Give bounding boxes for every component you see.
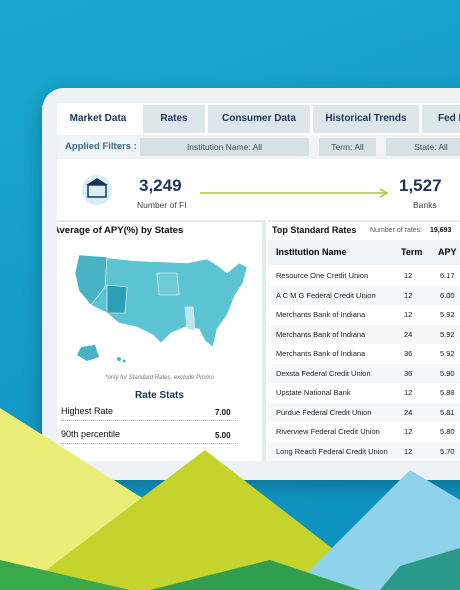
tab[interactable]: Historical Trends bbox=[313, 105, 419, 133]
table-cell: Upstate National Bank bbox=[276, 388, 351, 397]
stat-value: 3,249 bbox=[139, 176, 182, 195]
table-cell: 5.80 bbox=[440, 427, 455, 436]
table-cell: 6.17 bbox=[440, 271, 455, 280]
us-map bbox=[74, 254, 248, 363]
filter[interactable]: Term: All bbox=[319, 138, 376, 156]
table-cell: Merchants Bank of Indiana bbox=[276, 329, 366, 339]
table-title: Top Standard Rates bbox=[272, 225, 357, 235]
table-cell: 5.88 bbox=[440, 388, 455, 397]
stat-label: Highest Rate bbox=[61, 406, 114, 416]
table-row: Long Reach Federal Credit Union 12 5.70 bbox=[268, 441, 460, 461]
table-cell: 36 bbox=[404, 368, 413, 378]
table-cell: 12 bbox=[404, 271, 413, 280]
table-panel bbox=[268, 220, 460, 461]
dashboard: Market Data Rates Consumer Data Historic… bbox=[57, 103, 460, 461]
tab[interactable]: Market Data bbox=[57, 105, 139, 133]
table-cell: A C M G Federal Credit Union bbox=[276, 290, 376, 300]
table-header: Institution Name Term APY bbox=[268, 240, 460, 265]
filter-label: Applied Filters : bbox=[65, 141, 137, 152]
table-cell: 36 bbox=[404, 349, 413, 358]
divider bbox=[61, 443, 236, 444]
map-panel bbox=[57, 220, 266, 461]
table-cell: 5.70 bbox=[440, 446, 455, 456]
tab[interactable]: Rates bbox=[143, 105, 205, 133]
stat-label: Banks bbox=[413, 200, 437, 210]
table-cell: 24 bbox=[404, 407, 413, 417]
table-cell: 5.81 bbox=[440, 407, 455, 417]
table-cell: 5.90 bbox=[440, 368, 455, 378]
table-cell: Merchants Bank of Indiana bbox=[276, 310, 366, 319]
stats-title: Rate Stats bbox=[135, 390, 184, 401]
column-header[interactable]: APY bbox=[438, 247, 457, 257]
count-value: 19,693 bbox=[430, 227, 452, 234]
table-cell: Dexsta Federal Credit Union bbox=[276, 368, 371, 378]
table-cell: 12 bbox=[404, 427, 413, 436]
tab[interactable]: Fed F bbox=[422, 105, 460, 133]
table-cell: Merchants Bank of Indiana bbox=[276, 349, 366, 358]
table-cell: 12 bbox=[404, 310, 413, 319]
table-cell: 5.92 bbox=[440, 310, 455, 319]
table-cell: 5.92 bbox=[440, 349, 455, 358]
stat-value: 5.00 bbox=[215, 431, 231, 440]
table-cell: Purdue Federal Credit Union bbox=[276, 407, 372, 417]
stat-label: Number of FI bbox=[137, 200, 187, 210]
column-header[interactable]: Term bbox=[401, 247, 423, 257]
tab[interactable]: Consumer Data bbox=[208, 105, 310, 133]
stat-label: 90th percentile bbox=[61, 429, 121, 439]
table-cell: 6.00 bbox=[440, 290, 455, 300]
table-cell: 24 bbox=[404, 329, 413, 339]
filter[interactable]: Institution Name: All bbox=[140, 138, 309, 156]
map-note: *only for Standard Rates, exclude Promo bbox=[105, 375, 214, 381]
table-cell: 12 bbox=[404, 388, 413, 397]
panel-title: Average of APY(%) by States bbox=[57, 225, 184, 236]
stats-graphic bbox=[82, 175, 389, 205]
table-cell: 5.92 bbox=[440, 329, 455, 339]
table-cell: 12 bbox=[404, 446, 413, 456]
column-header[interactable]: Institution Name bbox=[276, 247, 347, 257]
filter[interactable]: State: All bbox=[386, 138, 460, 156]
count-label: Number of rates: bbox=[370, 227, 423, 234]
table-cell: Resource One Credit Union bbox=[276, 271, 369, 280]
table-cell: Riverview Federal Credit Union bbox=[276, 427, 380, 436]
divider bbox=[61, 420, 236, 421]
table-body: Resource One Credit Union 12 6.17 A C M G F… bbox=[268, 266, 460, 461]
stat-value: 7.00 bbox=[215, 408, 231, 417]
table-cell: 12 bbox=[404, 290, 413, 300]
table-cell: Long Reach Federal Credit Union bbox=[276, 446, 388, 456]
stat-value: 1,527 bbox=[399, 176, 442, 195]
